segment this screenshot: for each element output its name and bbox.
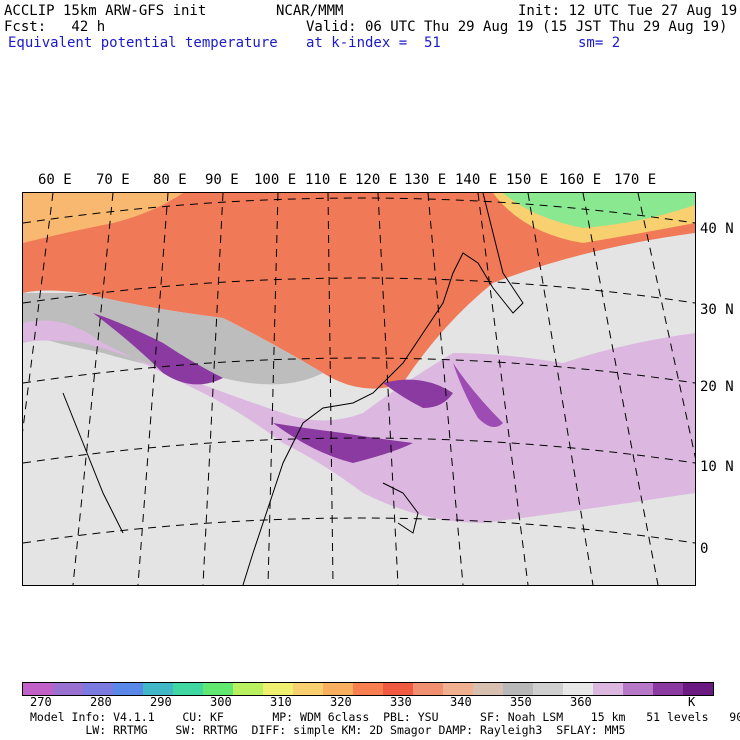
colorbar-tick: 320 — [330, 695, 352, 709]
smoothing-value: sm= 2 — [578, 35, 621, 51]
colorbar-swatch — [533, 683, 563, 695]
colorbar-swatch — [353, 683, 383, 695]
graticule — [23, 193, 695, 585]
colorbar-swatch — [203, 683, 233, 695]
lon-label: 80 E — [153, 172, 187, 188]
model-info-line2: LW: RRTMG SW: RRTMG DIFF: simple KM: 2D … — [30, 723, 626, 737]
colorbar-swatch — [473, 683, 503, 695]
colorbar-tick: 310 — [270, 695, 292, 709]
colorbar-swatch — [413, 683, 443, 695]
model-title: ACCLIP 15km ARW-GFS init — [4, 3, 207, 19]
init-time: Init: 12 UTC Tue 27 Aug 19 — [518, 3, 738, 19]
theta-e-field — [23, 193, 695, 585]
lon-label: 100 E — [254, 172, 297, 188]
lon-label: 140 E — [455, 172, 498, 188]
colorbar-tick: 300 — [210, 695, 232, 709]
lon-label: 150 E — [506, 172, 549, 188]
colorbar-swatch — [233, 683, 263, 695]
colorbar-tick: 350 — [510, 695, 532, 709]
lon-label: 170 E — [614, 172, 657, 188]
institution-label: NCAR/MMM — [276, 3, 344, 19]
model-info-line1: Model Info: V4.1.1 CU: KF MP: WDM 6class… — [30, 710, 740, 724]
lon-label: 130 E — [404, 172, 447, 188]
colorbar-swatch — [563, 683, 593, 695]
colorbar-swatch — [683, 683, 713, 695]
colorbar-swatch — [113, 683, 143, 695]
lat-label: 40 N — [700, 221, 734, 237]
colorbar-swatch — [653, 683, 683, 695]
coastline-india — [62, 392, 124, 534]
high-theta-pacific — [453, 363, 503, 427]
colorbar-swatch — [263, 683, 293, 695]
lat-label: 0 — [700, 541, 709, 557]
colorbar-tick: 270 — [30, 695, 52, 709]
colorbar-swatch — [623, 683, 653, 695]
colorbar-unit: K — [688, 695, 696, 709]
colorbar-swatch — [323, 683, 353, 695]
lon-label: 120 E — [355, 172, 398, 188]
lon-label: 70 E — [96, 172, 130, 188]
high-theta-bengal — [93, 313, 223, 385]
lat-label: 10 N — [700, 459, 734, 475]
colorbar — [22, 682, 714, 696]
warm-region — [23, 193, 695, 389]
colorbar-tick: 340 — [450, 695, 472, 709]
moist-region — [23, 320, 695, 523]
colorbar-swatch — [383, 683, 413, 695]
colorbar-tick: 360 — [570, 695, 592, 709]
colorbar-tick: 330 — [390, 695, 412, 709]
lon-label: 110 E — [305, 172, 348, 188]
level-index: at k-index = 51 — [306, 35, 441, 51]
warm-region-north — [23, 193, 183, 243]
valid-time: Valid: 06 UTC Thu 29 Aug 19 (15 JST Thu … — [306, 19, 728, 35]
colorbar-tick: 280 — [90, 695, 112, 709]
map-panel — [22, 192, 696, 586]
high-theta-east — [383, 379, 453, 408]
lon-label: 60 E — [38, 172, 72, 188]
lat-label: 20 N — [700, 379, 734, 395]
colorbar-swatch — [83, 683, 113, 695]
colorbar-tick: 290 — [150, 695, 172, 709]
forecast-hour: Fcst: 42 h — [4, 19, 106, 35]
field-name: Equivalent potential temperature — [8, 35, 278, 51]
high-theta-scs — [273, 423, 413, 463]
colorbar-swatch — [23, 683, 53, 695]
coastline-philippines — [382, 482, 419, 534]
colorbar-swatch — [173, 683, 203, 695]
colorbar-swatch — [293, 683, 323, 695]
lon-label: 160 E — [559, 172, 602, 188]
colorbar-swatch — [53, 683, 83, 695]
colorbar-swatch — [143, 683, 173, 695]
lon-label: 90 E — [205, 172, 239, 188]
coastline — [242, 193, 524, 585]
colorbar-swatch — [443, 683, 473, 695]
lat-label: 30 N — [700, 302, 734, 318]
colorbar-swatch — [593, 683, 623, 695]
colorbar-swatch — [503, 683, 533, 695]
